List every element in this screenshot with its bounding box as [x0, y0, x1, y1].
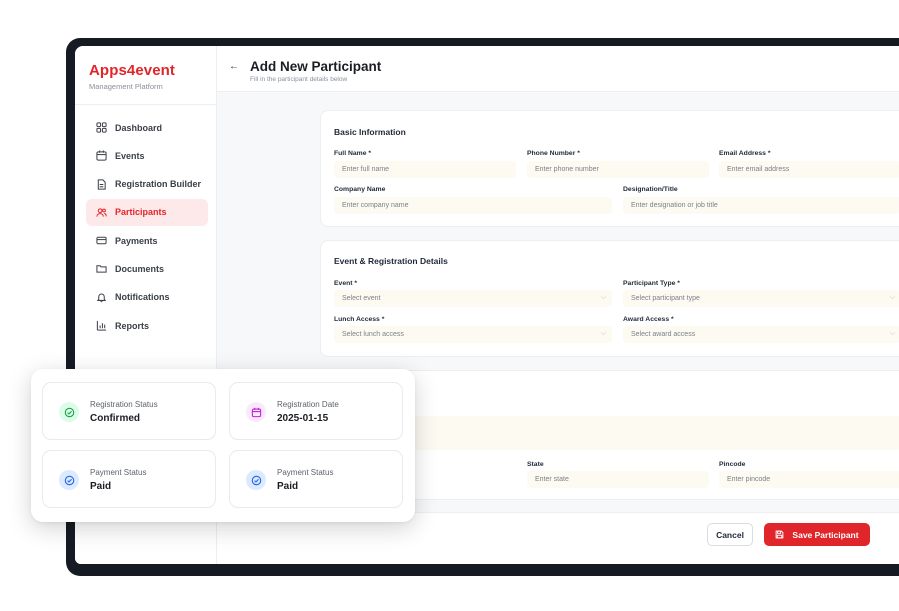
company-name-label: Company Name	[334, 186, 386, 193]
lunch-access-select[interactable]: Select lunch access ⌵	[334, 326, 612, 343]
select-value: Select participant type	[631, 295, 700, 302]
document-icon	[94, 177, 108, 191]
email-address-input[interactable]: Enter email address	[719, 161, 899, 178]
participant-type-select[interactable]: Select participant type ⌵	[623, 290, 899, 307]
sidebar-item-label: Dashboard	[115, 122, 163, 133]
users-icon	[94, 205, 108, 219]
chevron-down-icon: ⌵	[889, 330, 895, 337]
designation-input[interactable]: Enter designation or job title	[623, 197, 899, 214]
calendar-icon	[94, 149, 108, 163]
address-card: State Enter state Pincode Enter pincode	[320, 370, 899, 500]
phone-number-input[interactable]: Enter phone number	[527, 161, 709, 178]
page-title: Add New Participant	[250, 59, 382, 74]
stat-label: Payment Status	[277, 468, 334, 477]
sidebar-item-dashboard[interactable]: Dashboard	[86, 114, 208, 141]
calendar-icon	[246, 402, 266, 422]
participant-type-label: Participant Type *	[623, 280, 680, 287]
phone-number-label: Phone Number *	[527, 150, 580, 157]
lunch-access-label: Lunch Access *	[334, 316, 385, 323]
stat-value: Paid	[90, 481, 112, 492]
dashboard-icon	[94, 121, 108, 135]
event-registration-card: Event & Registration Details Event * Sel…	[320, 240, 899, 357]
award-access-label: Award Access *	[623, 316, 674, 323]
brand-subtitle: Management Platform	[89, 82, 163, 91]
stat-value: Confirmed	[90, 413, 140, 424]
section-title: Basic Information	[334, 127, 406, 137]
cancel-button[interactable]: Cancel	[707, 523, 753, 546]
state-label: State	[527, 461, 544, 468]
basic-information-card: Basic Information Full Name * Enter full…	[320, 110, 899, 227]
email-address-label: Email Address *	[719, 150, 771, 157]
sidebar-item-label: Documents	[115, 263, 165, 274]
sidebar-item-notifications[interactable]: Notifications	[86, 284, 208, 311]
section-title: Event & Registration Details	[334, 256, 448, 266]
back-arrow-icon[interactable]: ←	[229, 61, 239, 72]
sidebar-item-payments[interactable]: Payments	[86, 227, 208, 254]
chevron-down-icon: ⌵	[600, 294, 606, 301]
stat-label: Payment Status	[90, 468, 147, 477]
chevron-down-icon: ⌵	[889, 294, 895, 301]
sidebar-item-label: Notifications	[115, 292, 170, 303]
sidebar-nav: Dashboard Events Registration Builder	[86, 114, 208, 340]
page-header: ← Add New Participant Fill in the partic…	[217, 46, 899, 92]
stat-label: Registration Status	[90, 400, 158, 409]
sidebar-item-label: Events	[115, 150, 145, 161]
select-value: Select lunch access	[342, 331, 404, 338]
pincode-input[interactable]: Enter pincode	[719, 471, 899, 488]
registration-date-card: Registration Date 2025-01-15	[229, 382, 403, 440]
select-value: Select award access	[631, 331, 696, 338]
select-value: Select event	[342, 295, 381, 302]
sidebar-item-label: Reports	[115, 320, 150, 331]
sidebar-item-documents[interactable]: Documents	[86, 255, 208, 282]
folder-icon	[94, 262, 108, 276]
save-participant-button[interactable]: Save Participant	[764, 523, 870, 546]
payment-status-card: Payment Status Paid	[229, 450, 403, 508]
chevron-down-icon: ⌵	[600, 330, 606, 337]
stat-label: Registration Date	[277, 400, 339, 409]
company-name-input[interactable]: Enter company name	[334, 197, 612, 214]
event-label: Event *	[334, 280, 358, 287]
registration-status-card: Registration Status Confirmed	[42, 382, 216, 440]
brand: Apps4event Management Platform	[89, 62, 175, 91]
award-access-select[interactable]: Select award access ⌵	[623, 326, 899, 343]
address-input[interactable]	[334, 416, 899, 450]
stat-value: Paid	[277, 481, 299, 492]
save-icon	[776, 530, 784, 539]
check-circle-icon	[59, 402, 79, 422]
pincode-label: Pincode	[719, 461, 746, 468]
sidebar-item-label: Registration Builder	[115, 179, 202, 190]
stat-value: 2025-01-15	[277, 413, 329, 424]
event-select[interactable]: Select event ⌵	[334, 290, 612, 307]
sidebar-item-participants[interactable]: Participants	[86, 198, 208, 226]
chart-icon	[94, 319, 108, 333]
payment-status-card: Payment Status Paid	[42, 450, 216, 508]
sidebar-item-reports[interactable]: Reports	[86, 312, 208, 339]
designation-label: Designation/Title	[623, 186, 678, 193]
card-icon	[94, 234, 108, 248]
page-subtitle: Fill in the participant details below	[250, 76, 348, 83]
full-name-label: Full Name *	[334, 150, 372, 157]
sidebar-item-label: Participants	[115, 207, 167, 218]
sidebar-item-events[interactable]: Events	[86, 142, 208, 169]
full-name-input[interactable]: Enter full name	[334, 161, 516, 178]
state-input[interactable]: Enter state	[527, 471, 709, 488]
sidebar-item-label: Payments	[115, 235, 158, 246]
sidebar-item-registration-builder[interactable]: Registration Builder	[86, 171, 208, 198]
brand-name[interactable]: Apps4event	[89, 62, 176, 79]
save-button-label: Save Participant	[792, 529, 859, 540]
bell-icon	[94, 290, 108, 304]
status-overlay-card: Registration Status Confirmed Registrati…	[31, 369, 415, 522]
check-circle-icon	[246, 470, 266, 490]
check-circle-icon	[59, 470, 79, 490]
divider	[75, 104, 217, 105]
